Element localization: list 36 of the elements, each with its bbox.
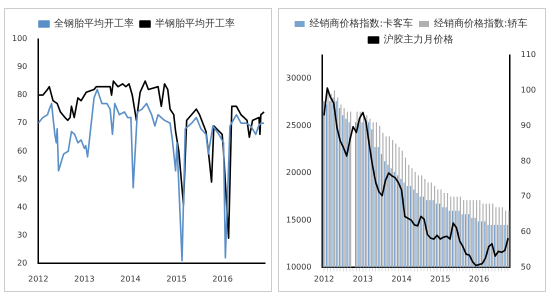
legend-label: 全钢胎平均开工率	[54, 18, 134, 30]
legend-label: 经销商价格指数:卡客车	[310, 18, 414, 30]
y-tick-label: 50	[17, 174, 28, 184]
x-tick-label: 2013	[74, 274, 95, 284]
y-tick-label: 20000	[286, 168, 312, 178]
y2-tick-label: 90	[520, 120, 531, 130]
y-tick-label: 40	[17, 202, 28, 212]
x-tick-label: 2016	[212, 274, 233, 284]
y2-tick-label: 70	[520, 192, 531, 201]
y-tick-label: 30	[17, 230, 28, 240]
x-tick-label: 2012	[314, 274, 334, 284]
x-tick-label: 2014	[120, 274, 141, 284]
y-tick-label: 100	[12, 34, 28, 44]
y-tick-label: 80	[17, 90, 28, 100]
x-tick-label: 2015	[166, 274, 187, 284]
y-tick-label: 90	[17, 62, 28, 72]
x-tick-label: 2012	[28, 274, 48, 284]
y-tick-label: 15000	[286, 215, 312, 224]
y-tick-label: 60	[17, 146, 28, 156]
y2-tick-label: 50	[520, 262, 531, 272]
x-tick-label: 2013	[352, 274, 373, 284]
y2-tick-label: 100	[520, 85, 536, 94]
legend-label: 沪胶主力月价格	[384, 34, 454, 46]
y2-tick-label: 80	[520, 156, 531, 166]
y2-tick-label: 110	[520, 50, 536, 60]
x-tick-label: 2015	[430, 274, 450, 284]
y-tick-label: 30000	[286, 74, 312, 83]
y-tick-label: 70	[17, 118, 28, 128]
legend-label: 经销商价格指数:轿车	[434, 18, 528, 30]
y-tick-label: 20	[17, 258, 28, 268]
legend-label: 半钢胎平均开工率	[155, 18, 235, 30]
y-tick-label: 25000	[286, 120, 312, 130]
x-tick-label: 2016	[468, 274, 490, 284]
y2-tick-label: 60	[520, 227, 531, 236]
x-tick-label: 2014	[391, 274, 412, 284]
y-tick-label: 10000	[286, 262, 312, 272]
